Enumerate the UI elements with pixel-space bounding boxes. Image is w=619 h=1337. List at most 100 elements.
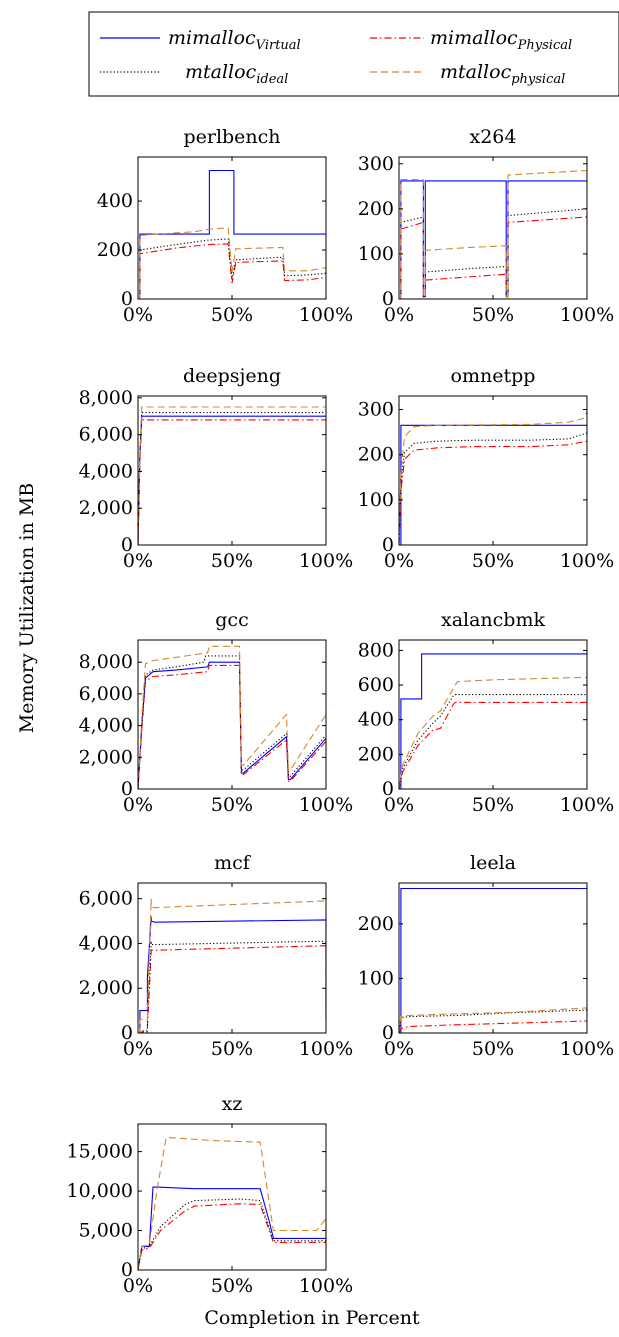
- x-tick-label: 0%: [384, 550, 414, 572]
- x-tick-label: 100%: [560, 1038, 614, 1060]
- series-line-mv: [138, 1186, 326, 1270]
- x-tick-label: 50%: [211, 1275, 253, 1297]
- x-tick-label: 100%: [299, 304, 353, 326]
- x-tick-label: 0%: [384, 794, 414, 816]
- x-tick-label: 0%: [123, 550, 153, 572]
- y-tick-label: 100: [358, 243, 394, 265]
- x-tick-label: 50%: [472, 1038, 514, 1060]
- y-tick-label: 300: [358, 153, 394, 175]
- plot-frame: [137, 1123, 327, 1271]
- series-line-mph: [399, 411, 587, 545]
- y-tick-label: 8,000: [79, 651, 133, 673]
- series-line-mv: [399, 424, 587, 545]
- series-line-mv: [399, 180, 587, 299]
- x-tick-label: 100%: [560, 550, 614, 572]
- y-tick-label: 8,000: [79, 387, 133, 409]
- chart-title: deepsjeng: [183, 365, 281, 387]
- y-tick-label: 0: [382, 1022, 394, 1044]
- chart-title: omnetpp: [451, 365, 536, 387]
- chart-perlbench: perlbench 0 200 400 0% 50% 100%: [97, 126, 353, 326]
- series-line-mph: [138, 645, 326, 789]
- series-line-mi: [138, 238, 326, 299]
- series-line-mi: [138, 655, 326, 789]
- y-tick-label: 2,000: [79, 746, 133, 768]
- y-tick-label: 100: [358, 967, 394, 989]
- y-tick-label: 4,000: [79, 715, 133, 737]
- chart-title: gcc: [215, 609, 248, 631]
- y-tick-label: 5,000: [79, 1220, 133, 1242]
- y-tick-label: 0: [121, 778, 133, 800]
- chart-title: perlbench: [183, 126, 280, 148]
- x-tick-label: 100%: [299, 794, 353, 816]
- x-axis-label: Completion in Percent: [204, 1307, 420, 1329]
- x-tick-label: 100%: [299, 550, 353, 572]
- legend-label-mi: mtallocideal: [185, 61, 288, 87]
- legend-box: [88, 11, 619, 97]
- series-line-mv: [399, 653, 587, 789]
- y-tick-label: 0: [121, 288, 133, 310]
- y-tick-label: 2,000: [79, 497, 133, 519]
- x-tick-label: 50%: [211, 1038, 253, 1060]
- y-tick-label: 100: [358, 489, 394, 511]
- plot-frame: [137, 882, 327, 1034]
- chart-panels: perlbench 0 200 400 0% 50% 100% x264 0 100 200 300 0…: [67, 126, 615, 1297]
- series-line-mp: [399, 701, 587, 789]
- y-tick-label: 800: [358, 639, 394, 661]
- x-tick-label: 0%: [123, 304, 153, 326]
- chart-gcc: gcc 0 2,000 4,000 6,000 8,000 0% 50% 100%: [79, 609, 354, 816]
- series-line-mph: [138, 1136, 326, 1270]
- plot-frame: [398, 395, 588, 546]
- y-tick-label: 0: [382, 534, 394, 556]
- y-tick-label: 6,000: [79, 888, 133, 910]
- y-tick-label: 600: [358, 674, 394, 696]
- x-tick-label: 0%: [384, 1038, 414, 1060]
- chart-title: xalancbmk: [441, 609, 546, 631]
- y-tick-label: 0: [382, 288, 394, 310]
- series-line-mph: [138, 898, 326, 1033]
- plot-frame: [398, 639, 588, 790]
- chart-leela: leela 0 100 200 0% 50% 100%: [358, 852, 614, 1060]
- y-axis-label: Memory Utilization in MB: [16, 483, 38, 733]
- series-line-mv: [138, 661, 326, 789]
- series-line-mi: [399, 208, 587, 299]
- y-tick-label: 400: [358, 709, 394, 731]
- series-line-mp: [399, 440, 587, 545]
- x-tick-label: 50%: [211, 304, 253, 326]
- series-line-mi: [399, 432, 587, 545]
- plot-frame: [398, 156, 588, 300]
- y-tick-label: 200: [97, 239, 133, 261]
- plot-frame: [137, 395, 327, 546]
- chart-mcf: mcf 0 2,000 4,000 6,000 0% 50% 100%: [79, 852, 354, 1060]
- y-tick-label: 0: [121, 1259, 133, 1281]
- plot-frame: [398, 882, 588, 1034]
- chart-deepsjeng: deepsjeng 0 2,000 4,000 6,000 8,000 0% 50% 100%: [79, 365, 354, 572]
- x-tick-label: 0%: [123, 1275, 153, 1297]
- series-line-mp: [138, 945, 326, 1033]
- series-line-mp: [138, 1203, 326, 1270]
- y-tick-label: 200: [358, 743, 394, 765]
- chart-x264: x264 0 100 200 300 0% 50% 100%: [358, 126, 614, 326]
- chart-xalancbmk: xalancbmk 0 200 400 600 800 0% 50% 100%: [358, 609, 614, 816]
- series-line-mi: [399, 694, 587, 789]
- y-tick-label: 300: [358, 399, 394, 421]
- series-line-mv: [138, 415, 326, 545]
- x-tick-label: 50%: [472, 304, 514, 326]
- x-tick-label: 100%: [299, 1038, 353, 1060]
- series-line-mph: [399, 676, 587, 789]
- chart-omnetpp: omnetpp 0 100 200 300 0% 50% 100%: [358, 365, 614, 572]
- series-line-mph: [138, 406, 326, 545]
- x-tick-label: 100%: [560, 794, 614, 816]
- series-line-mph: [138, 227, 326, 299]
- x-tick-label: 50%: [211, 550, 253, 572]
- series-line-mv: [138, 916, 326, 1033]
- x-tick-label: 50%: [472, 794, 514, 816]
- x-tick-label: 0%: [384, 304, 414, 326]
- legend-label-mv: mimallocVirtual: [168, 27, 301, 53]
- y-tick-label: 200: [358, 444, 394, 466]
- chart-xz: xz 0 5,000 10,000 15,000 0% 50% 100%: [67, 1093, 354, 1297]
- y-tick-label: 10,000: [67, 1180, 133, 1202]
- series-line-mi: [138, 940, 326, 1033]
- chart-title: leela: [470, 852, 516, 874]
- y-tick-label: 400: [97, 190, 133, 212]
